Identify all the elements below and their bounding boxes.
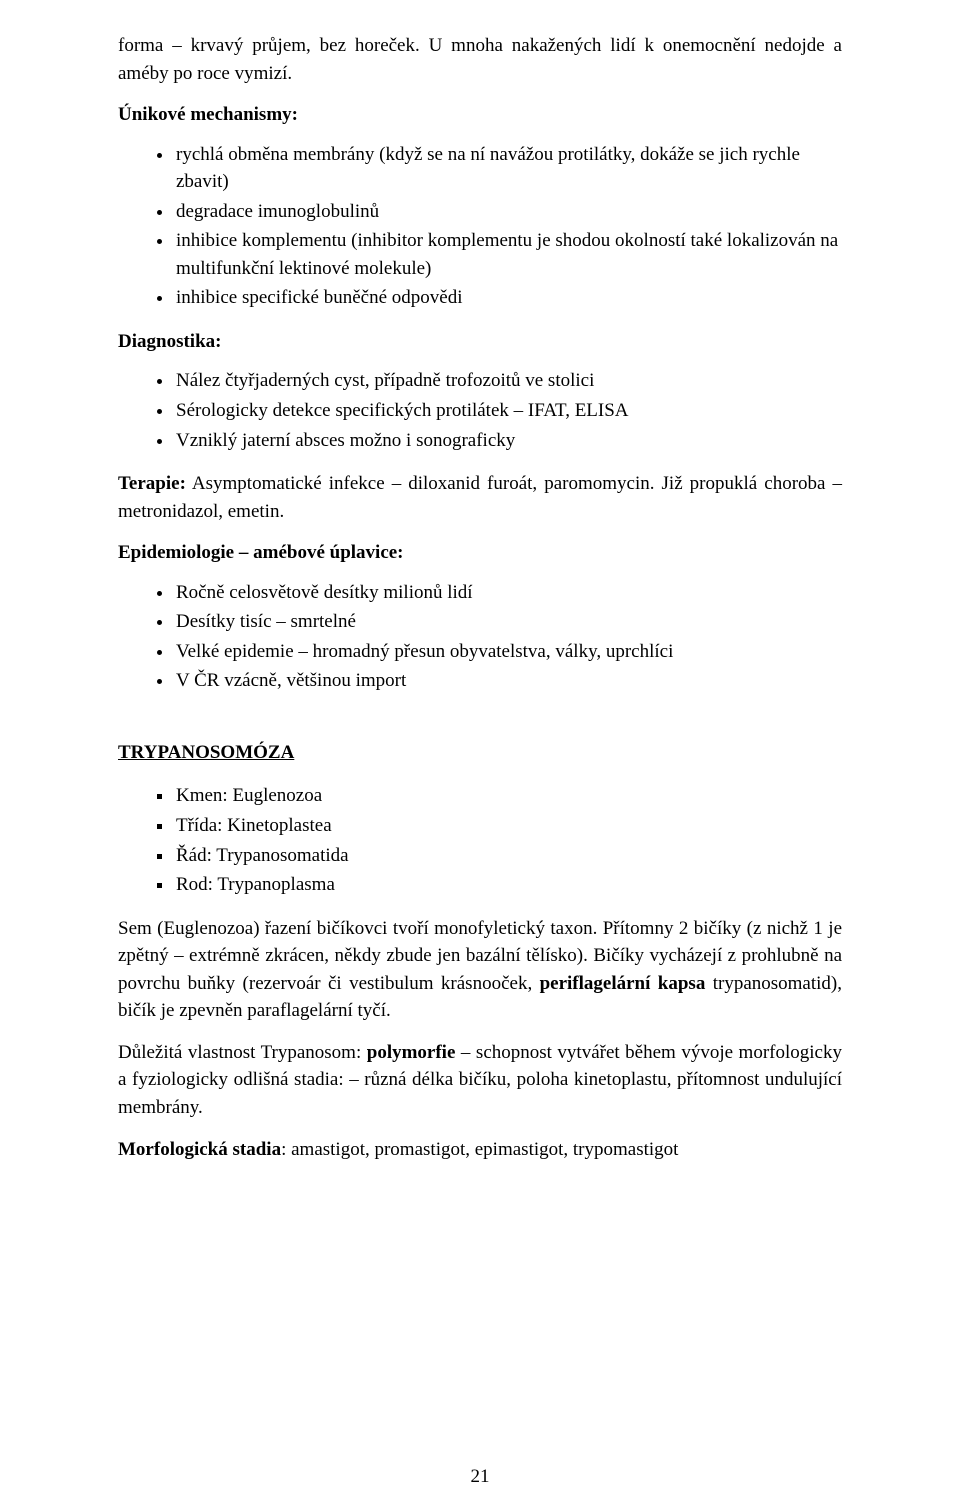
page-number: 21 — [0, 1463, 960, 1491]
list-item: inhibice komplementu (inhibitor kompleme… — [174, 227, 842, 282]
list-item: Sérologicky detekce specifických protilá… — [174, 397, 842, 425]
list-item: degradace imunoglobulinů — [174, 198, 842, 226]
list-item: Řád: Trypanosomatida — [174, 842, 842, 870]
morphological-stages-paragraph: Morfologická stadia: amastigot, promasti… — [118, 1136, 842, 1164]
therapy-paragraph: Terapie: Asymptomatické infekce – diloxa… — [118, 470, 842, 525]
list-item: Vzniklý jaterní absces možno i sonografi… — [174, 427, 842, 455]
therapy-label: Terapie: — [118, 473, 186, 494]
epidemiology-heading: Epidemiologie – amébové úplavice: — [118, 539, 842, 567]
list-item: Kmen: Euglenozoa — [174, 782, 842, 810]
polymorphism-paragraph: Důležitá vlastnost Trypanosom: polymorfi… — [118, 1039, 842, 1122]
escape-mechanisms-list: rychlá obměna membrány (když se na ní na… — [118, 141, 842, 312]
epidemiology-list: Ročně celosvětově desítky milionů lidí D… — [118, 579, 842, 695]
escape-mechanisms-heading: Únikové mechanismy: — [118, 101, 842, 129]
therapy-text: Asymptomatické infekce – diloxanid furoá… — [118, 473, 842, 522]
list-item: V ČR vzácně, většinou import — [174, 667, 842, 695]
list-item: Ročně celosvětově desítky milionů lidí — [174, 579, 842, 607]
list-item: Velké epidemie – hromadný přesun obyvate… — [174, 638, 842, 666]
taxonomy-list: Kmen: Euglenozoa Třída: Kinetoplastea Řá… — [118, 782, 842, 898]
polymorphism-bold-term: polymorfie — [367, 1042, 456, 1063]
euglenozoa-paragraph: Sem (Euglenozoa) řazení bičíkovci tvoří … — [118, 915, 842, 1025]
list-item: Třída: Kinetoplastea — [174, 812, 842, 840]
morpho-text: : amastigot, promastigot, epimastigot, t… — [281, 1139, 678, 1160]
document-page: forma – krvavý průjem, bez horeček. U mn… — [0, 0, 960, 1509]
list-item: Desítky tisíc – smrtelné — [174, 608, 842, 636]
list-item: Rod: Trypanoplasma — [174, 871, 842, 899]
list-item: Nález čtyřjaderných cyst, případně trofo… — [174, 367, 842, 395]
trypanosoma-heading: TRYPANOSOMÓZA — [118, 739, 842, 767]
section-spacer — [118, 711, 842, 739]
diagnostics-heading: Diagnostika: — [118, 328, 842, 356]
intro-paragraph: forma – krvavý průjem, bez horeček. U mn… — [118, 32, 842, 87]
list-item: inhibice specifické buněčné odpovědi — [174, 284, 842, 312]
morpho-label: Morfologická stadia — [118, 1139, 281, 1160]
diagnostics-list: Nález čtyřjaderných cyst, případně trofo… — [118, 367, 842, 454]
polymorphism-text-pre: Důležitá vlastnost Trypanosom: — [118, 1042, 367, 1063]
list-item: rychlá obměna membrány (když se na ní na… — [174, 141, 842, 196]
euglenozoa-bold-term: periflagelární kapsa — [540, 973, 706, 994]
